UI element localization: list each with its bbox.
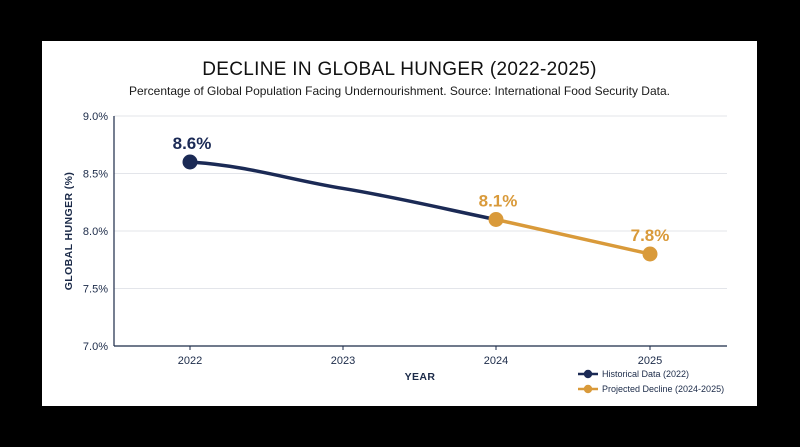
x-tick-label: 2023 [331,355,355,367]
y-axis-title: GLOBAL HUNGER (%) [63,172,75,291]
x-tick-labels: 2022 2023 2024 2025 [178,346,662,367]
x-tick-label: 2025 [638,355,662,367]
y-tick-label: 7.0% [83,341,108,353]
data-label: 7.8% [631,226,670,245]
y-tick-labels: 7.0% 7.5% 8.0% 8.5% 9.0% [83,111,108,353]
chart-title: DECLINE IN GLOBAL HUNGER (2022-2025) [202,59,597,80]
y-tick-label: 7.5% [83,284,108,296]
series-line-historical [188,160,498,222]
legend-label-historical: Historical Data (2022) [602,369,689,379]
axes [113,116,727,347]
grid [114,115,727,289]
data-point [182,154,198,170]
x-axis-title: YEAR [405,371,436,383]
legend-item-projected: Projected Decline (2024-2025) [578,384,724,394]
chart-subtitle: Percentage of Global Population Facing U… [129,84,670,98]
y-tick-label: 8.0% [83,226,108,238]
legend: Historical Data (2022) Projected Decline… [578,369,724,394]
y-tick-label: 9.0% [83,111,108,123]
x-tick-label: 2024 [484,355,508,367]
y-tick-label: 8.5% [83,169,108,181]
series-line-projected [494,217,652,256]
line-chart: 7.0% 7.5% 8.0% 8.5% 9.0% 2022 2023 2024 2025 YE… [63,111,727,394]
chart-card: DECLINE IN GLOBAL HUNGER (2022-2025) Per… [42,41,757,406]
series [182,154,658,262]
data-label: 8.6% [173,134,212,153]
data-labels: 8.6% 8.1% 7.8% [173,134,670,245]
legend-label-projected: Projected Decline (2024-2025) [602,384,724,394]
x-tick-label: 2022 [178,355,202,367]
data-label: 8.1% [479,192,518,211]
legend-swatch-dot [583,369,593,379]
legend-swatch-dot [583,384,593,394]
legend-item-historical: Historical Data (2022) [578,369,689,379]
data-point [488,212,504,227]
data-point [642,246,658,262]
